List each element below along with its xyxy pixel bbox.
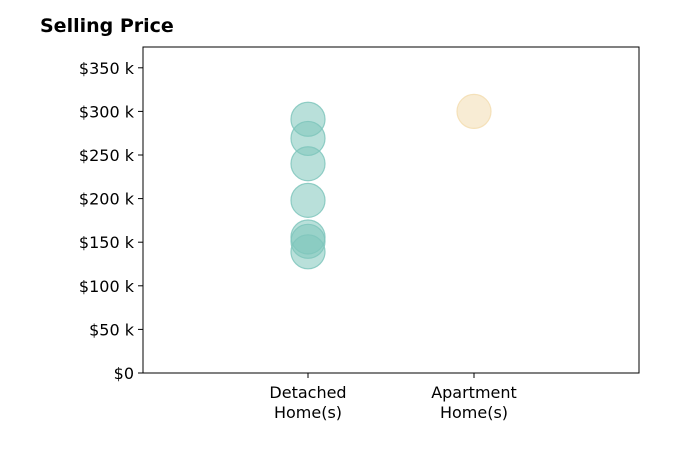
y-tick-label: $50 k: [89, 320, 135, 339]
data-point: [290, 234, 326, 270]
data-point: [290, 182, 326, 218]
y-tick-label: $350 k: [79, 59, 135, 78]
y-tick-label: $150 k: [79, 233, 135, 252]
y-tick-label: $100 k: [79, 277, 135, 296]
data-point: [290, 146, 326, 182]
x-tick-label: Detached: [269, 383, 346, 402]
data-points: [290, 93, 492, 270]
x-tick-label: Home(s): [274, 403, 342, 422]
x-tick-label: Apartment: [431, 383, 517, 402]
chart-title: Selling Price: [40, 15, 174, 37]
y-tick-label: $300 k: [79, 102, 135, 121]
data-point: [456, 93, 492, 130]
axis-ticks: $0 $50 k $100 k $150 k $200 k $250 k $300 k $35…: [79, 59, 517, 422]
y-tick-label: $250 k: [79, 146, 135, 165]
y-tick-label: $200 k: [79, 190, 135, 209]
y-tick-label: $0: [114, 364, 134, 383]
plot-frame: [142, 46, 640, 374]
x-tick-label: Home(s): [440, 403, 508, 422]
